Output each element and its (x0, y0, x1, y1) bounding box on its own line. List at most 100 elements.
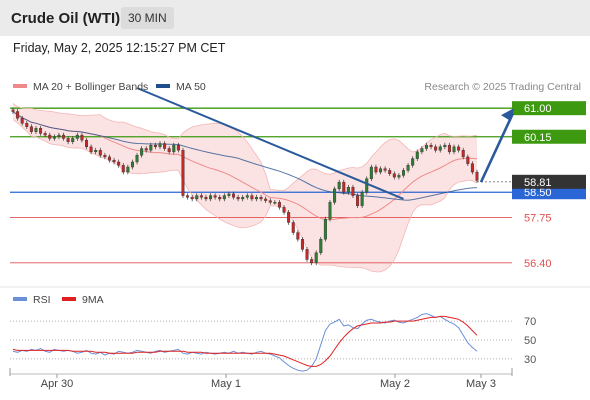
candle-body (126, 166, 130, 173)
instrument-title: Crude Oil (WTI) (11, 10, 121, 27)
candle-body (443, 144, 447, 148)
candle-body (273, 202, 277, 204)
candle (470, 161, 474, 175)
candle (241, 194, 245, 202)
candle-body (16, 111, 20, 119)
candle-body (20, 118, 24, 124)
candle (434, 144, 438, 153)
candle (379, 166, 383, 175)
candle-body (181, 149, 185, 196)
timeframe-button[interactable]: 30 MIN (121, 7, 174, 29)
credit-text: Research © 2025 Trading Central (424, 81, 581, 93)
candle (319, 236, 323, 256)
candle-body (401, 170, 405, 176)
bollinger-lower-line (12, 119, 478, 273)
legend-label-9ma: 9MA (82, 294, 104, 306)
legend-swatch-rsi (13, 297, 27, 301)
candle (167, 146, 171, 155)
candle-body (282, 207, 286, 213)
rsi-line (12, 313, 478, 372)
candle (351, 184, 355, 198)
candle (277, 199, 281, 210)
candle-body (222, 195, 226, 200)
candle (383, 166, 387, 173)
candle (130, 159, 134, 170)
candle (466, 154, 470, 166)
candle-body (149, 144, 153, 151)
candle (268, 198, 272, 205)
candle (227, 191, 231, 198)
candle (222, 193, 226, 202)
candle (447, 142, 451, 155)
candle (25, 120, 29, 130)
forecast-arrow-head (501, 108, 514, 122)
candle (135, 152, 139, 165)
candle-body (277, 202, 281, 208)
candle-body (43, 133, 47, 136)
candle-body (121, 165, 125, 173)
candle-body (153, 144, 157, 148)
ma50-line (12, 111, 478, 201)
candle (121, 162, 125, 175)
candle-body (305, 249, 309, 260)
candle (346, 184, 350, 195)
candle-body (57, 134, 61, 137)
candle-body (333, 188, 337, 203)
candle (75, 132, 79, 141)
candle-body (319, 239, 323, 253)
candle (388, 168, 392, 177)
candle-body (167, 148, 171, 153)
candle (158, 141, 162, 150)
candle-body (415, 151, 419, 159)
candle-body (107, 156, 111, 161)
candle (209, 193, 213, 202)
candle (452, 144, 456, 155)
candle (254, 194, 258, 202)
candle-body (457, 146, 461, 151)
candle (52, 134, 56, 141)
candle (369, 164, 373, 182)
candle (80, 132, 84, 143)
candle (39, 125, 43, 136)
candle-body (291, 222, 295, 233)
candle (163, 141, 167, 151)
candle-body (39, 128, 43, 134)
candle (259, 194, 263, 202)
rsi-tick-30: 30 (524, 354, 536, 366)
candle-body (186, 195, 190, 198)
candle-body (438, 146, 442, 151)
legend-label-ma50: MA 50 (176, 81, 206, 93)
downtrend-line (136, 87, 404, 200)
candle-body (245, 195, 249, 198)
candle-body (75, 134, 79, 139)
candle-body (296, 232, 300, 240)
candle-body (268, 200, 272, 203)
legend-swatch-ma50 (156, 84, 170, 88)
candle-body (34, 128, 38, 132)
candle-body (379, 168, 383, 173)
rsi-tick-70: 70 (524, 316, 536, 328)
candle (323, 216, 327, 242)
candle-body (130, 161, 134, 168)
candle (264, 196, 268, 203)
candle (176, 142, 180, 153)
candle-body (310, 259, 314, 264)
candle (16, 109, 20, 121)
candle-body (337, 181, 341, 190)
candle (411, 156, 415, 168)
candle (314, 250, 318, 266)
candle (333, 186, 337, 205)
rsi-tick-50: 50 (524, 335, 536, 347)
candle-body (323, 218, 327, 240)
candle (62, 132, 66, 141)
candle-body (80, 134, 84, 141)
candle (392, 171, 396, 180)
candle-body (356, 195, 360, 206)
candle-body (392, 173, 396, 178)
candle (66, 136, 70, 145)
rsi-ma9-line (12, 315, 478, 367)
candle-body (406, 165, 410, 171)
legend-swatch-9ma (62, 297, 76, 301)
candle-body (62, 134, 66, 139)
